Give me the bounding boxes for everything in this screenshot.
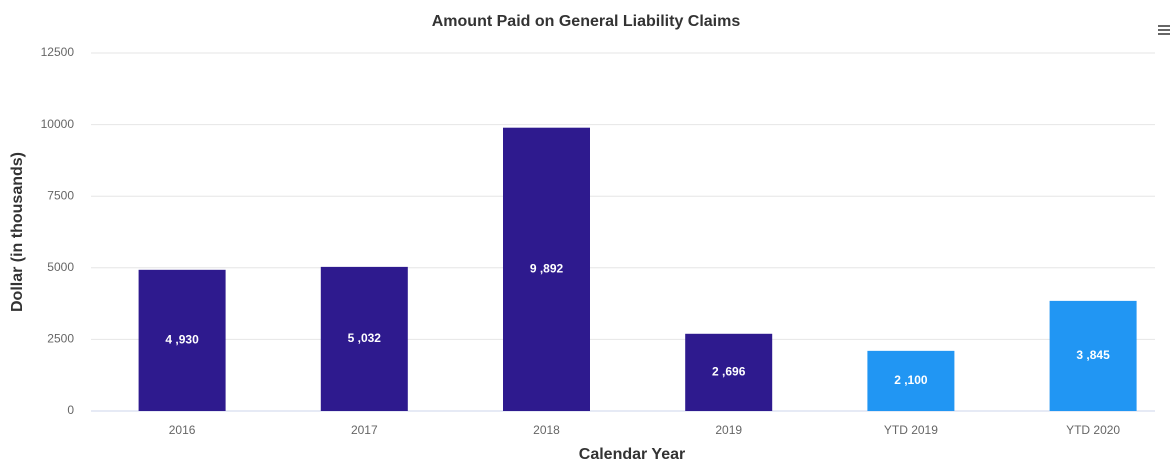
bar <box>138 269 226 411</box>
x-tick-label: YTD 2020 <box>1066 423 1120 437</box>
y-tick-label: 10000 <box>41 117 75 131</box>
chart-title: Amount Paid on General Liability Claims <box>432 13 741 30</box>
y-tick-label: 7500 <box>47 188 74 202</box>
data-label: 2 ,696 <box>712 365 746 379</box>
bar <box>320 266 408 411</box>
data-label: 9 ,892 <box>530 262 564 276</box>
x-tick-label: 2017 <box>351 423 378 437</box>
bar <box>867 350 955 411</box>
y-tick-label: 5000 <box>47 260 74 274</box>
bar <box>1049 300 1137 411</box>
x-axis-title: Calendar Year <box>579 446 685 463</box>
data-label: 5 ,032 <box>348 331 382 345</box>
y-axis-title: Dollar (in thousands) <box>9 152 26 312</box>
menu-icon[interactable] <box>1158 25 1170 35</box>
data-label: 3 ,845 <box>1076 348 1110 362</box>
y-tick-label: 12500 <box>41 45 75 59</box>
bar <box>685 333 773 411</box>
data-label: 4 ,930 <box>165 333 199 347</box>
x-tick-label: YTD 2019 <box>884 423 938 437</box>
data-label: 2 ,100 <box>894 373 928 387</box>
y-tick-label: 2500 <box>47 332 74 346</box>
y-tick-label: 0 <box>67 403 74 417</box>
x-tick-label: 2016 <box>169 423 196 437</box>
x-tick-label: 2019 <box>715 423 742 437</box>
x-tick-label: 2018 <box>533 423 560 437</box>
bar <box>503 127 590 412</box>
